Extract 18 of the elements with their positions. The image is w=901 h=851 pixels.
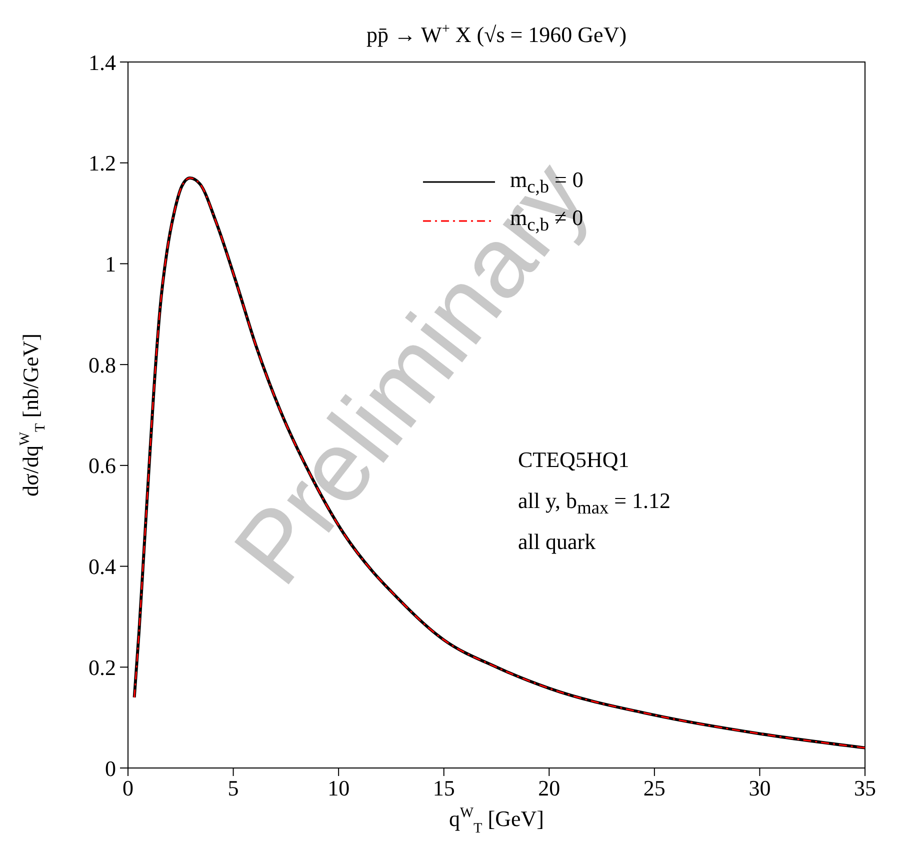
x-tick-label: 20: [538, 776, 560, 801]
y-tick-label: 0.6: [88, 453, 116, 478]
y-tick-label: 1.2: [88, 150, 116, 176]
y-tick-label: 1: [105, 252, 116, 277]
y-tick-label: 0.4: [88, 554, 116, 580]
x-axis-title: q$^{W}$$_{T}$ [GeV]: [449, 805, 544, 837]
x-tick-label: 10: [328, 776, 350, 801]
y-tick-label: 0: [105, 756, 116, 781]
x-tick-label: 35: [854, 776, 876, 801]
x-tick-label: 0: [122, 776, 134, 801]
y-tick-label: 0.2: [88, 654, 116, 680]
x-tick-label: 30: [748, 776, 771, 801]
chart-title: pp̄ → W$^{+}$ X (√s = 1960 GeV): [366, 21, 627, 47]
x-tick-label: 25: [643, 776, 666, 801]
y-tick-label: 0.8: [88, 352, 116, 378]
x-tick-label: 5: [228, 776, 239, 801]
y-tick-label: 1.4: [88, 50, 116, 75]
x-tick-label: 15: [432, 776, 455, 801]
